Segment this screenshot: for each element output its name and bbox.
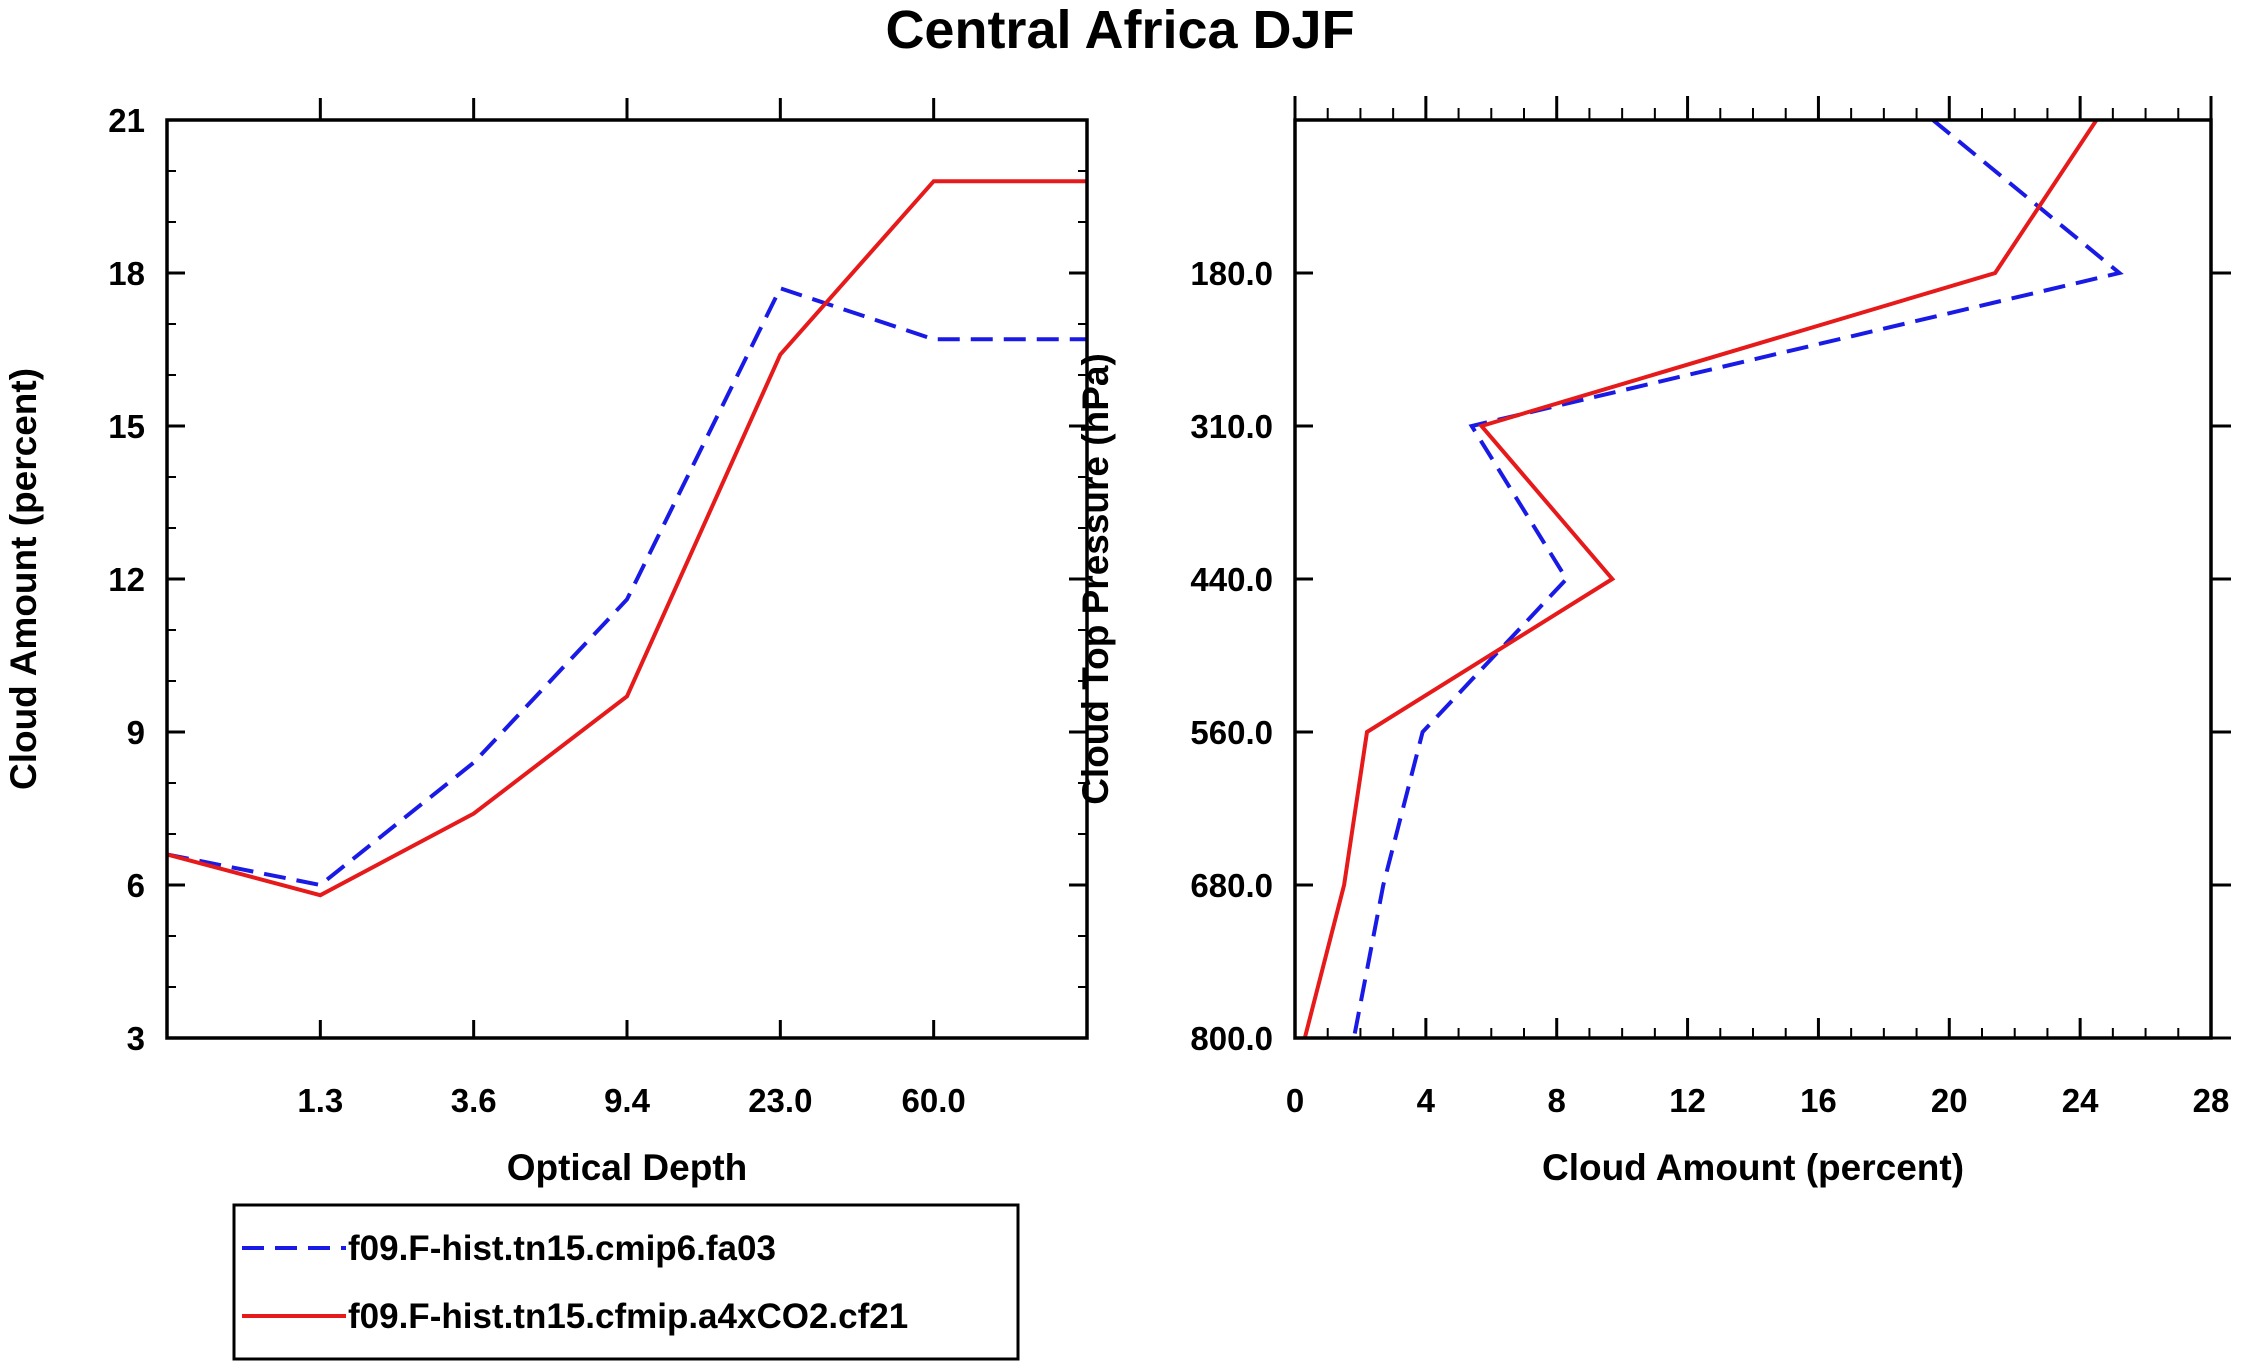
y-axis-label: Cloud Top Pressure (hPa) — [1075, 353, 1116, 805]
x-tick-label: 20 — [1931, 1082, 1968, 1119]
legend-label-blue: f09.F-hist.tn15.cmip6.fa03 — [348, 1229, 776, 1268]
x-tick-label: 12 — [1669, 1082, 1706, 1119]
y-tick-label: 9 — [127, 714, 145, 751]
y-axis-label: Cloud Amount (percent) — [3, 368, 44, 790]
x-tick-label: 23.0 — [748, 1082, 812, 1119]
x-axis-label: Optical Depth — [507, 1147, 748, 1188]
y-tick-label: 3 — [127, 1020, 145, 1057]
series-line-red — [166, 179, 1087, 898]
x-tick-label: 28 — [2193, 1082, 2230, 1119]
x-tick-label: 8 — [1548, 1082, 1566, 1119]
figure-title: Central Africa DJF — [885, 0, 1354, 60]
series-line-red — [1302, 118, 2099, 1039]
y-tick-label: 12 — [108, 561, 145, 598]
x-tick-label: 16 — [1800, 1082, 1837, 1119]
y-tick-label: 440.0 — [1190, 561, 1273, 598]
series-line-blue — [166, 285, 1087, 888]
y-tick-label: 21 — [108, 102, 145, 139]
x-tick-label: 60.0 — [902, 1082, 966, 1119]
legend-box — [232, 1203, 1020, 1361]
x-tick-label: 0 — [1286, 1082, 1304, 1119]
legend: f09.F-hist.tn15.cmip6.fa03 f09.F-hist.tn… — [232, 1203, 1020, 1361]
legend-label-red: f09.F-hist.tn15.cfmip.a4xCO2.cf21 — [348, 1297, 908, 1336]
y-tick-label: 15 — [108, 408, 145, 445]
plot-frame — [1293, 118, 2213, 1040]
y-tick-label: 180.0 — [1190, 255, 1273, 292]
x-axis-label: Cloud Amount (percent) — [1542, 1147, 1964, 1188]
x-tick-label: 4 — [1417, 1082, 1436, 1119]
right-panel: 0 4 8 12 16 20 24 28 180.0 310.0 440.0 560.0 680.0 80… — [1075, 96, 2231, 1188]
y-tick-label: 6 — [127, 867, 145, 904]
y-tick-label: 680.0 — [1190, 867, 1273, 904]
y-tick-label: 18 — [108, 255, 145, 292]
x-tick-label: 3.6 — [451, 1082, 497, 1119]
x-tick-label: 1.3 — [297, 1082, 343, 1119]
x-tick-label: 24 — [2062, 1082, 2099, 1119]
series-line-blue — [1351, 118, 2124, 1039]
y-tick-label: 560.0 — [1190, 714, 1273, 751]
x-tick-label: 9.4 — [604, 1082, 651, 1119]
y-tick-label: 800.0 — [1190, 1020, 1273, 1057]
left-panel: 3 6 9 12 15 18 21 1.3 3.6 9.4 23.0 60.0 Optical Dept… — [3, 98, 1089, 1188]
plot-frame — [165, 118, 1089, 1040]
y-tick-label: 310.0 — [1190, 408, 1273, 445]
